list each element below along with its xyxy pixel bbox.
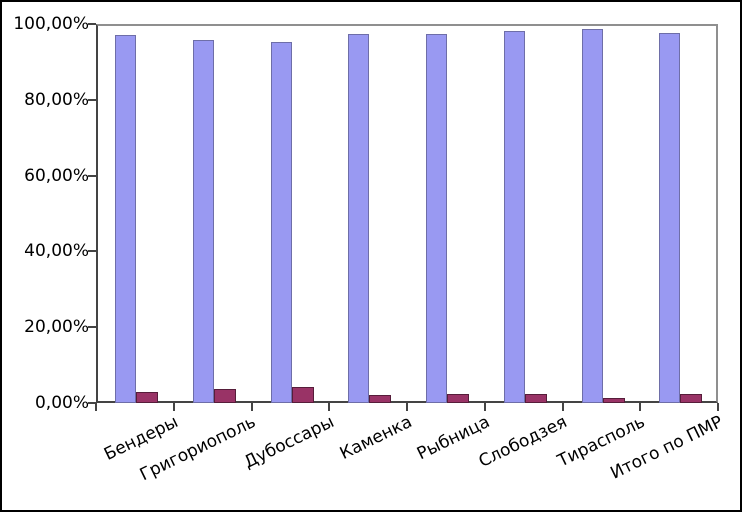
bar-series-maroon-1: [214, 389, 236, 403]
y-axis-tick: [88, 23, 96, 25]
y-axis-label: 20,00%: [24, 317, 89, 338]
bar-series-maroon-6: [603, 398, 625, 403]
y-axis-label: 100,00%: [13, 14, 89, 34]
x-axis-tick: [406, 403, 408, 411]
x-axis-label-3: Каменка: [336, 412, 415, 464]
x-axis-tick: [95, 403, 97, 411]
bar-series-maroon-2: [292, 387, 314, 403]
bar-series-maroon-4: [447, 394, 469, 403]
y-axis-label: 0,00%: [34, 393, 89, 413]
bar-series-blue-5: [504, 31, 525, 403]
plot-area: [96, 24, 718, 403]
x-axis-tick: [483, 403, 486, 411]
bar-series-blue-3: [348, 34, 369, 403]
bar-series-blue-1: [193, 40, 214, 403]
bar-series-blue-2: [271, 42, 292, 403]
y-axis-tick: [88, 174, 96, 177]
bar-series-maroon-7: [680, 394, 702, 403]
x-axis-tick: [250, 403, 253, 411]
y-axis-tick: [88, 402, 96, 404]
y-axis-label: 60,00%: [24, 165, 89, 186]
y-axis-tick: [88, 98, 96, 101]
bar-series-blue-6: [582, 29, 603, 403]
y-axis-tick: [88, 326, 96, 329]
bar-series-blue-4: [426, 34, 447, 403]
x-axis-tick: [639, 403, 642, 411]
bar-series-maroon-5: [525, 394, 547, 403]
x-axis-label-2: Дубоссары: [240, 412, 338, 473]
bar-series-blue-7: [659, 33, 680, 403]
x-axis-tick: [172, 403, 175, 411]
x-axis-label-5: Слободзея: [475, 412, 571, 472]
x-axis-tick: [561, 403, 564, 411]
x-axis-tick: [717, 403, 719, 411]
bar-series-maroon-0: [136, 392, 158, 403]
bar-series-maroon-3: [369, 395, 391, 403]
y-axis-label: 80,00%: [24, 89, 89, 110]
x-axis-tick: [328, 403, 331, 411]
y-axis-tick: [88, 250, 96, 253]
bar-series-blue-0: [115, 35, 136, 403]
y-axis-label: 40,00%: [24, 241, 89, 262]
